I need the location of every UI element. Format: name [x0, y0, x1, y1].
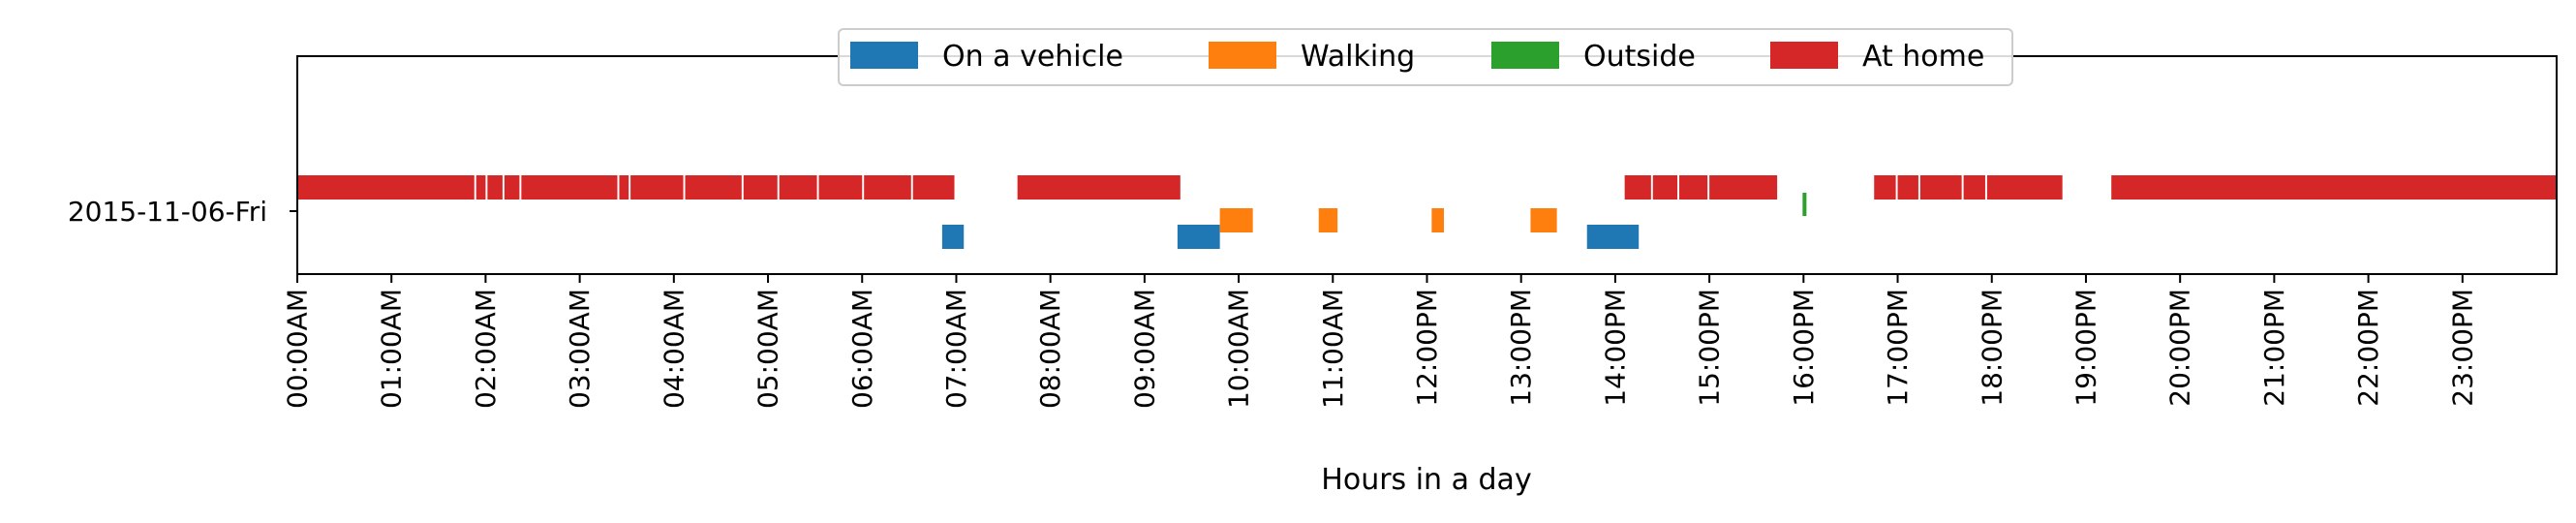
- activity-bars: [297, 175, 2557, 249]
- bar-at-home-12: [912, 175, 955, 200]
- x-tick-label: 07:00AM: [940, 289, 972, 409]
- x-tick-label: 12:00PM: [1411, 289, 1443, 407]
- bar-at-home-7: [685, 175, 742, 200]
- x-tick-label: 06:00AM: [846, 289, 878, 409]
- bar-walking-2: [1431, 208, 1444, 232]
- bar-on-a-vehicle-2: [1586, 225, 1640, 249]
- x-tick-label: 18:00PM: [1976, 289, 2008, 407]
- x-tick-label: 19:00PM: [2070, 289, 2101, 407]
- x-tick-label: 09:00AM: [1128, 289, 1160, 409]
- x-tick-label: 17:00PM: [1882, 289, 1914, 407]
- bar-walking-0: [1219, 208, 1253, 232]
- x-tick-label: 00:00AM: [282, 289, 314, 409]
- bar-outside-0: [1802, 193, 1807, 216]
- bar-at-home-20: [1919, 175, 1962, 200]
- bar-at-home-17: [1709, 175, 1778, 200]
- plot-frame: [296, 55, 2558, 275]
- bar-at-home-9: [779, 175, 817, 200]
- legend-swatch-on-a-vehicle: [850, 42, 918, 69]
- bar-at-home-13: [1017, 175, 1181, 200]
- x-tick-label: 14:00PM: [1599, 289, 1631, 407]
- bar-at-home-6: [630, 175, 684, 200]
- x-tick-label: 05:00AM: [752, 289, 784, 409]
- bar-at-home-10: [818, 175, 863, 200]
- legend-box: [838, 28, 2013, 86]
- bar-at-home-2: [487, 175, 503, 200]
- x-tick-label: 21:00PM: [2258, 289, 2290, 407]
- x-tick-label: 04:00AM: [658, 289, 690, 409]
- x-tick-label: 20:00PM: [2164, 289, 2196, 407]
- legend-label-outside: Outside: [1583, 40, 1696, 74]
- bar-at-home-11: [864, 175, 911, 200]
- x-tick-label: 01:00AM: [376, 289, 408, 409]
- bar-at-home-4: [521, 175, 618, 200]
- bar-at-home-18: [1874, 175, 1896, 200]
- bar-at-home-8: [743, 175, 778, 200]
- x-tick-label: 08:00AM: [1034, 289, 1066, 409]
- bar-at-home-3: [504, 175, 520, 200]
- bar-on-a-vehicle-0: [941, 225, 965, 249]
- bar-at-home-22: [1986, 175, 2063, 200]
- bar-at-home-0: [297, 175, 475, 200]
- bar-on-a-vehicle-1: [1177, 225, 1220, 249]
- x-tick-label: 10:00AM: [1223, 289, 1255, 409]
- legend-label-on-a-vehicle: On a vehicle: [942, 40, 1123, 74]
- legend: On a vehicle Walking Outside At home: [838, 28, 2013, 86]
- bar-at-home-14: [1624, 175, 1651, 200]
- x-tick-label: 02:00AM: [470, 289, 502, 409]
- bar-at-home-15: [1652, 175, 1678, 200]
- bar-walking-1: [1318, 208, 1338, 232]
- legend-swatch-at-home: [1770, 42, 1838, 69]
- x-tick-label: 15:00PM: [1694, 289, 1726, 407]
- x-tick-label: 11:00AM: [1317, 289, 1349, 409]
- x-tick-label: 16:00PM: [1788, 289, 1820, 407]
- legend-swatch-walking: [1209, 42, 1276, 69]
- bar-at-home-1: [475, 175, 486, 200]
- bar-walking-3: [1530, 208, 1557, 232]
- legend-label-at-home: At home: [1862, 40, 1984, 74]
- x-axis: 00:00AM 01:00AM 02:00AM 03:00AM 04:00AM 05:00…: [282, 274, 2478, 409]
- legend-swatch-outside: [1491, 42, 1559, 69]
- legend-label-walking: Walking: [1301, 40, 1415, 74]
- bar-at-home-21: [1963, 175, 1985, 200]
- x-tick-label: 03:00AM: [564, 289, 596, 409]
- y-tick-label: 2015-11-06-Fri: [68, 196, 267, 228]
- y-axis: 2015-11-06-Fri: [68, 196, 297, 228]
- x-tick-label: 23:00PM: [2446, 289, 2478, 407]
- x-tick-label: 13:00PM: [1505, 289, 1537, 407]
- bar-at-home-5: [619, 175, 629, 200]
- bar-at-home-16: [1679, 175, 1708, 200]
- x-tick-label: 22:00PM: [2352, 289, 2384, 407]
- bar-at-home-19: [1897, 175, 1918, 200]
- x-axis-label: Hours in a day: [1321, 463, 1531, 497]
- bar-at-home-23: [2111, 175, 2557, 200]
